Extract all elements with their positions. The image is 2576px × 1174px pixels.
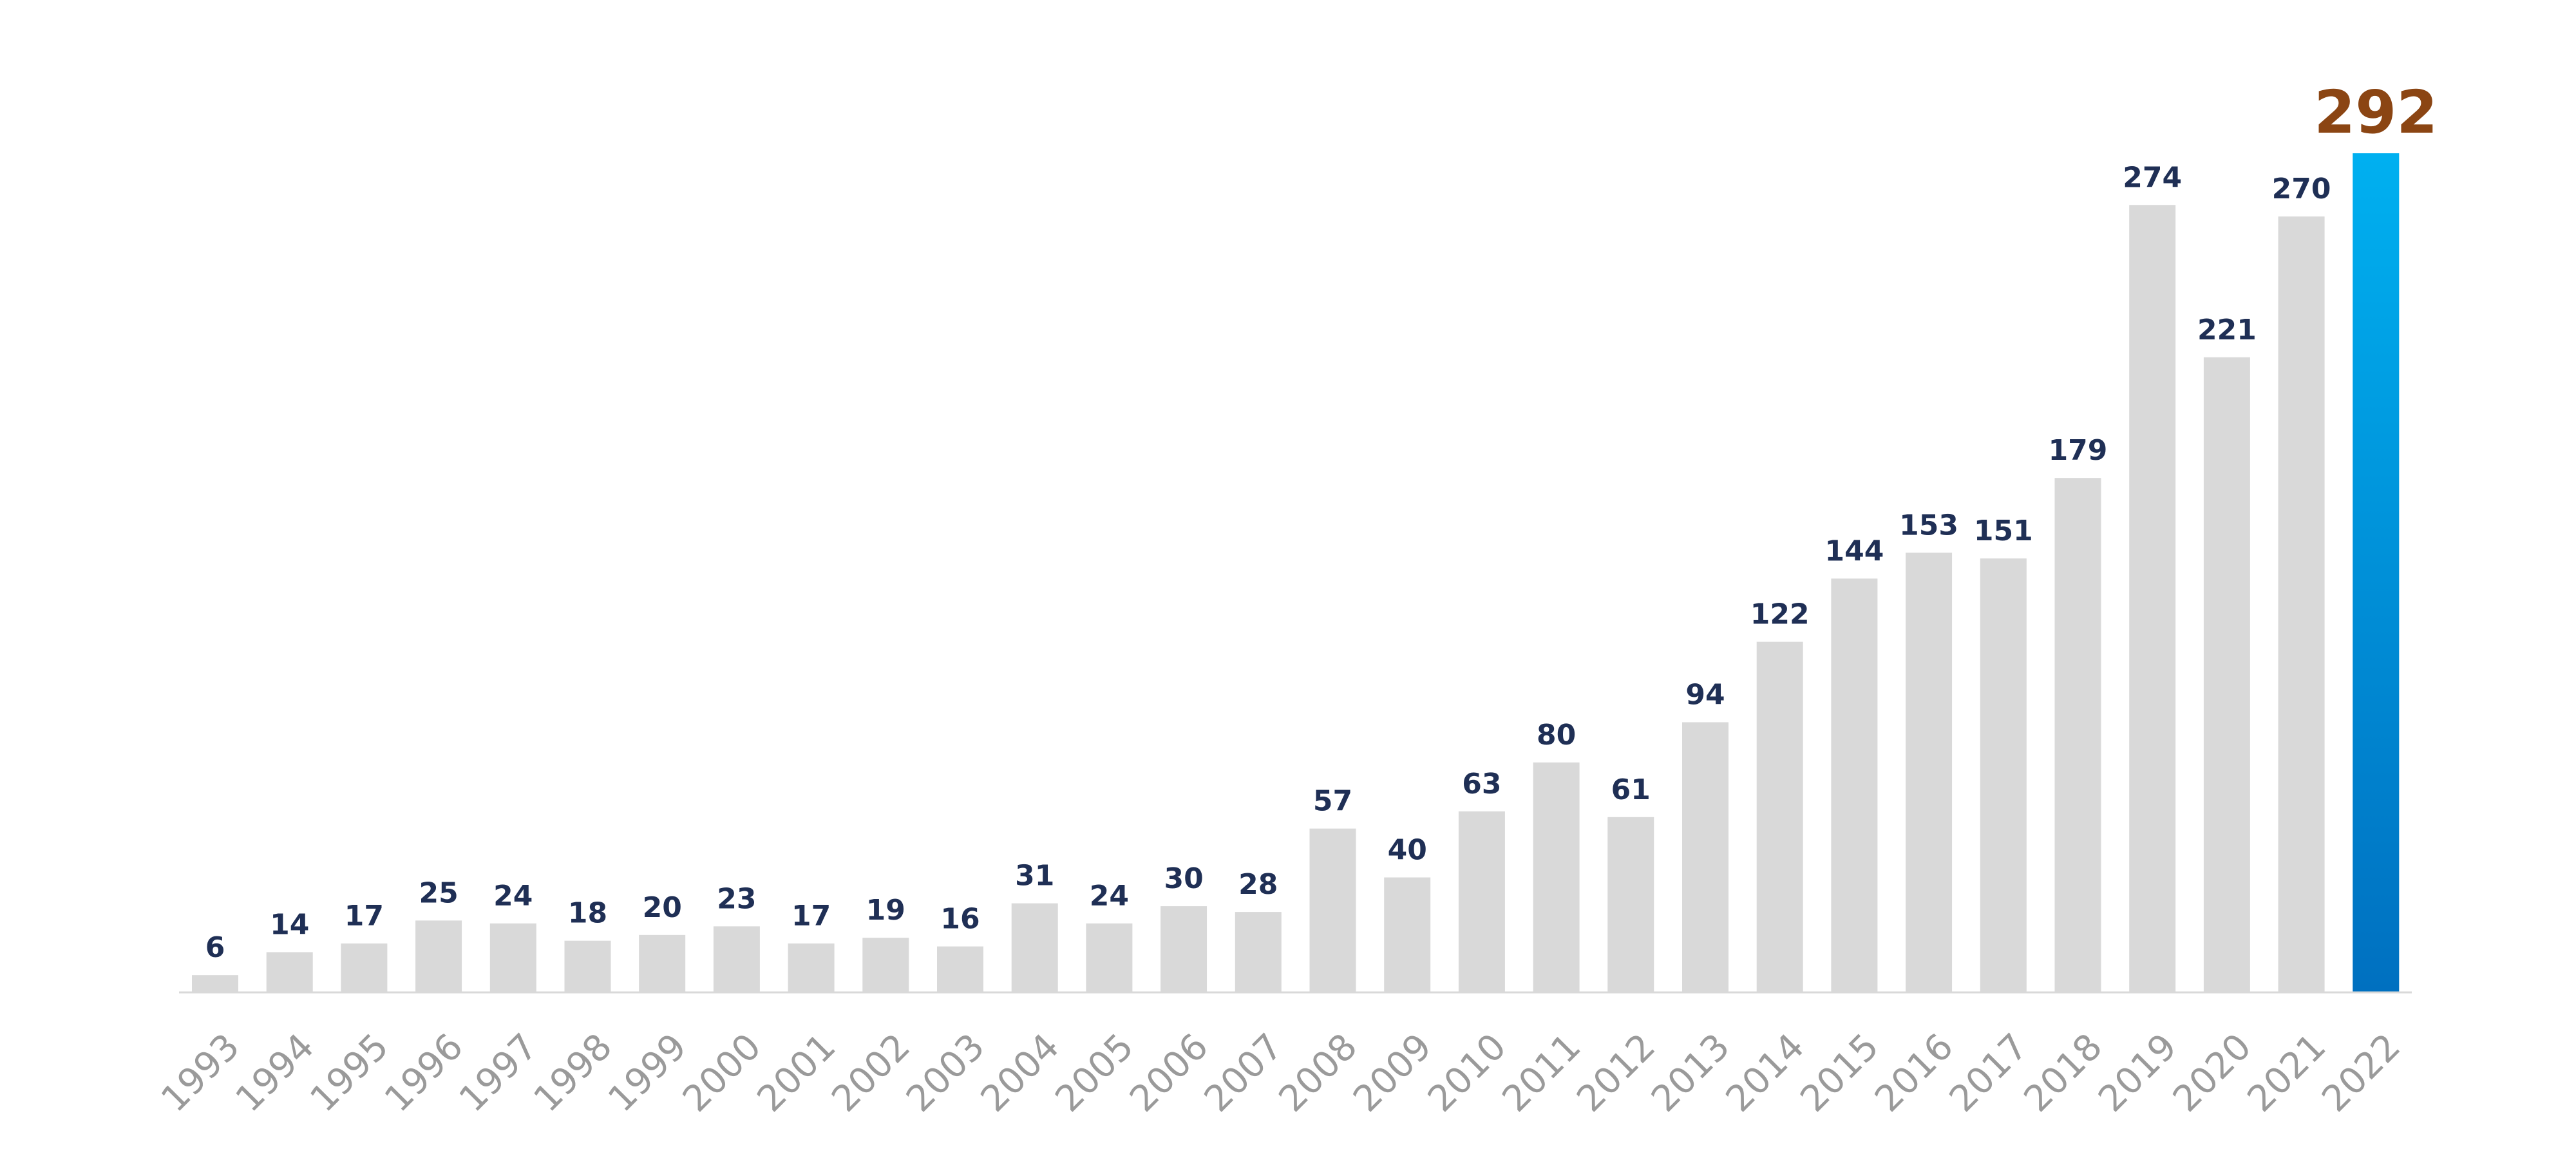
value-label-2021: 270 xyxy=(2272,173,2331,205)
bar-2011 xyxy=(1533,762,1580,992)
value-label-2002: 19 xyxy=(866,894,905,927)
value-label-2022: 292 xyxy=(2314,78,2438,147)
bar-2008 xyxy=(1309,828,1356,992)
value-label-1997: 24 xyxy=(493,880,533,913)
tick-label-1995: 1995 xyxy=(302,1026,397,1121)
value-label-2007: 28 xyxy=(1238,868,1278,901)
bar-1998 xyxy=(564,940,611,992)
tick-label-2000: 2000 xyxy=(675,1026,770,1121)
x-axis-tick-labels: 1993199419951996199719981999200020012002… xyxy=(153,1026,2409,1121)
bar-2021 xyxy=(2278,216,2325,993)
bar-2006 xyxy=(1160,906,1208,992)
bar-2022 xyxy=(2353,153,2400,992)
bar-2002 xyxy=(862,938,909,992)
bar-1997 xyxy=(489,923,536,992)
value-label-2006: 30 xyxy=(1164,862,1203,895)
bar-2014 xyxy=(1756,641,1803,992)
tick-label-1998: 1998 xyxy=(526,1026,621,1121)
value-label-2008: 57 xyxy=(1313,785,1352,818)
tick-label-2001: 2001 xyxy=(750,1026,844,1121)
bar-1999 xyxy=(639,934,686,992)
tick-label-2010: 2010 xyxy=(1420,1026,1515,1121)
bar-2018 xyxy=(2054,478,2101,992)
bar-2012 xyxy=(1607,817,1654,992)
value-label-1998: 18 xyxy=(568,897,607,930)
tick-label-2017: 2017 xyxy=(1942,1026,2036,1121)
value-label-1995: 17 xyxy=(345,900,384,933)
value-label-2014: 122 xyxy=(1750,598,1810,631)
bar-2003 xyxy=(937,946,983,992)
bar-1994 xyxy=(266,952,313,992)
tick-label-2008: 2008 xyxy=(1271,1026,1366,1121)
bar-2004 xyxy=(1011,903,1058,992)
tick-label-2021: 2021 xyxy=(2240,1026,2334,1121)
value-label-2018: 179 xyxy=(2049,434,2108,467)
bar-2007 xyxy=(1235,912,1282,992)
tick-label-2016: 2016 xyxy=(1867,1026,1962,1121)
bar-2005 xyxy=(1086,923,1133,992)
tick-label-1997: 1997 xyxy=(451,1026,546,1121)
bar-2015 xyxy=(1831,578,1878,992)
tick-label-1994: 1994 xyxy=(228,1026,323,1121)
bar-2019 xyxy=(2129,205,2176,992)
bar-2010 xyxy=(1458,811,1505,992)
tick-label-2022: 2022 xyxy=(2314,1026,2409,1121)
value-label-1993: 6 xyxy=(205,931,225,964)
value-label-2001: 17 xyxy=(791,900,831,933)
value-label-2013: 94 xyxy=(1685,679,1725,712)
value-label-2020: 221 xyxy=(2197,314,2257,346)
bar-2020 xyxy=(2203,357,2250,992)
tick-label-2003: 2003 xyxy=(898,1026,993,1121)
bar-2000 xyxy=(713,926,760,992)
bar-2016 xyxy=(1906,553,1953,992)
bar-2009 xyxy=(1384,877,1431,992)
tick-label-2013: 2013 xyxy=(1643,1026,1738,1121)
value-label-2012: 61 xyxy=(1611,773,1651,806)
bars-layer xyxy=(192,153,2400,993)
tick-label-1993: 1993 xyxy=(153,1026,248,1121)
tick-label-2011: 2011 xyxy=(1495,1026,1589,1121)
value-label-1996: 25 xyxy=(419,876,458,909)
value-label-2000: 23 xyxy=(717,882,756,915)
tick-label-1996: 1996 xyxy=(377,1026,471,1121)
bar-1996 xyxy=(415,920,462,992)
tick-label-2015: 2015 xyxy=(1792,1026,1887,1121)
value-labels-layer: 6 14 17 25 24 18 20 23 17 19 16 31 24 30 28 57 40 63 80 61 9… xyxy=(205,78,2438,964)
value-label-2017: 151 xyxy=(1974,515,2033,547)
value-label-2019: 274 xyxy=(2123,161,2182,194)
value-label-2016: 153 xyxy=(1899,509,1958,542)
tick-label-2004: 2004 xyxy=(973,1026,1068,1121)
value-label-2010: 63 xyxy=(1462,768,1501,800)
value-label-2003: 16 xyxy=(940,903,980,936)
tick-label-2014: 2014 xyxy=(1718,1026,1813,1121)
tick-label-2018: 2018 xyxy=(2016,1026,2111,1121)
value-label-2004: 31 xyxy=(1015,860,1054,893)
value-label-1999: 20 xyxy=(643,891,682,924)
tick-label-2007: 2007 xyxy=(1197,1026,1291,1121)
value-label-2015: 144 xyxy=(1824,535,1884,567)
tick-label-1999: 1999 xyxy=(600,1026,695,1121)
tick-label-2009: 2009 xyxy=(1345,1026,1440,1121)
value-label-2009: 40 xyxy=(1388,834,1427,867)
bar-2001 xyxy=(788,943,835,992)
bar-1993 xyxy=(192,975,238,992)
value-label-1994: 14 xyxy=(270,909,309,942)
bar-1995 xyxy=(341,943,388,992)
tick-label-2020: 2020 xyxy=(2165,1026,2260,1121)
value-label-2011: 80 xyxy=(1537,719,1576,752)
tick-label-2019: 2019 xyxy=(2090,1026,2185,1121)
bar-2017 xyxy=(1980,558,2027,992)
bar-2013 xyxy=(1682,722,1728,992)
tick-label-2006: 2006 xyxy=(1122,1026,1217,1121)
value-label-2005: 24 xyxy=(1090,880,1129,913)
tick-label-2005: 2005 xyxy=(1047,1026,1142,1121)
tick-label-2012: 2012 xyxy=(1569,1026,1663,1121)
tick-label-2002: 2002 xyxy=(824,1026,918,1121)
